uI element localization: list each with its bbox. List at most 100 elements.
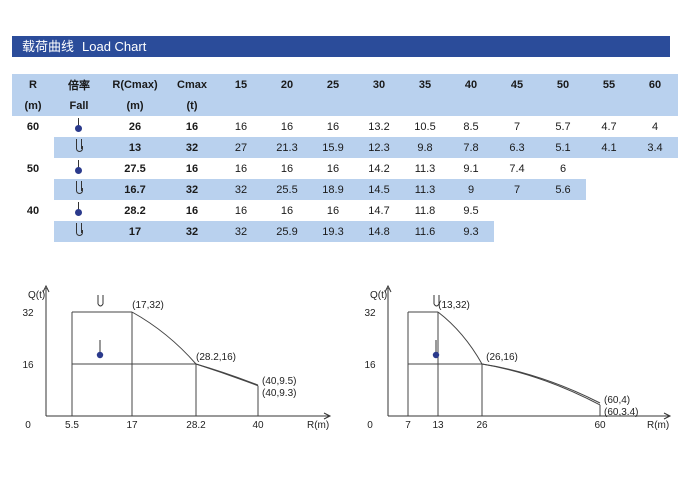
- load-value-cell: [494, 200, 540, 221]
- load-value-cell: 32: [218, 179, 264, 200]
- x-tick-label: 40: [252, 420, 264, 431]
- table-row: 60 26 16 16 16 16 13.2 10.5 8.5 7 5.7 4.7 4: [12, 116, 678, 137]
- rcmax-cell: 28.2: [124, 204, 146, 217]
- title-bar: 载荷曲线 Load Chart: [12, 36, 670, 57]
- load-value-cell: 6: [559, 162, 567, 175]
- load-value-cell: [494, 221, 540, 242]
- load-value-cell: 6.3: [494, 137, 540, 158]
- load-value-cell: [586, 158, 632, 179]
- load-value-cell: 25.5: [264, 179, 310, 200]
- load-value-cell: 13.2: [368, 120, 390, 133]
- fall-cell: [54, 221, 104, 242]
- col-unit: (m): [12, 95, 54, 116]
- load-value-cell: 4: [651, 120, 659, 133]
- col-header: 15: [218, 74, 264, 95]
- col-unit: [402, 95, 448, 116]
- load-table: R 倍率 R(Cmax) Cmax 15 20 25 30 35 40 45 50 55 60 (m) Fa…: [12, 74, 678, 242]
- col-header: 25: [310, 74, 356, 95]
- load-value-cell: 9.8: [402, 137, 448, 158]
- single-fall-icon: [432, 351, 440, 359]
- load-value-cell: 9.5: [463, 204, 479, 217]
- point-annotation: (60,4): [604, 395, 630, 406]
- load-value-cell: 3.4: [632, 137, 678, 158]
- load-value-cell: 10.5: [414, 120, 436, 133]
- col-header: 50: [540, 74, 586, 95]
- col-header: 55: [586, 74, 632, 95]
- col-header: 45: [494, 74, 540, 95]
- x-tick-label: 17: [126, 420, 138, 431]
- rcmax-cell: 17: [104, 221, 166, 242]
- radius-cell: 60: [12, 116, 54, 137]
- point-annotation: (40,9.5): [262, 376, 296, 387]
- x-tick-label: 0: [25, 420, 31, 431]
- load-value-cell: 16: [234, 204, 248, 217]
- load-value-cell: 11.8: [414, 204, 436, 217]
- load-value-cell: 8.5: [463, 120, 479, 133]
- y-axis-label: Q(t): [28, 290, 45, 301]
- title-en: Load Chart: [82, 39, 147, 54]
- col-unit: [264, 95, 310, 116]
- col-header: 20: [264, 74, 310, 95]
- load-value-cell: 16: [326, 120, 340, 133]
- load-value-cell: 16: [234, 120, 248, 133]
- cmax-cell: 32: [166, 221, 218, 242]
- load-value-cell: 14.8: [356, 221, 402, 242]
- col-header: 35: [402, 74, 448, 95]
- load-value-cell: [586, 200, 632, 221]
- load-value-cell: 16: [280, 204, 294, 217]
- load-value-cell: [632, 179, 678, 200]
- load-value-cell: [586, 221, 632, 242]
- rcmax-cell: 13: [104, 137, 166, 158]
- load-value-cell: 5.7: [555, 120, 571, 133]
- x-axis-arrow: [663, 412, 672, 420]
- col-unit: [310, 95, 356, 116]
- col-header: 40: [448, 74, 494, 95]
- double-fall-icon: [74, 139, 84, 153]
- load-value-cell: 5.6: [540, 179, 586, 200]
- col-unit: [494, 95, 540, 116]
- radius-cell: 50: [12, 158, 54, 179]
- load-value-cell: [632, 200, 678, 221]
- x-tick-label: 5.5: [65, 420, 79, 431]
- point-annotation: (17,32): [132, 300, 164, 311]
- load-value-cell: 4.1: [586, 137, 632, 158]
- col-header: R: [12, 74, 54, 95]
- y-tick-label: 32: [364, 308, 376, 319]
- double-fall-icon: [74, 223, 84, 237]
- load-value-cell: 14.5: [356, 179, 402, 200]
- fall-cell: [54, 179, 104, 200]
- col-header: R(Cmax): [104, 74, 166, 95]
- col-unit: [356, 95, 402, 116]
- cmax-cell: 32: [166, 179, 218, 200]
- rcmax-cell: 27.5: [124, 162, 146, 175]
- single-fall-curve: [481, 363, 601, 404]
- y-tick-label: 32: [22, 308, 34, 319]
- col-unit: [448, 95, 494, 116]
- table-row: 16.7 32 32 25.5 18.9 14.5 11.3 9 7 5.6: [12, 179, 678, 200]
- point-annotation: (13,32): [438, 300, 470, 311]
- y-axis-arrow: [42, 284, 50, 293]
- double-fall-icon: [433, 303, 440, 307]
- point-annotation: (40,9.3): [262, 388, 296, 399]
- radius-cell: [12, 221, 54, 242]
- load-value-cell: 11.3: [402, 179, 448, 200]
- load-value-cell: 21.3: [264, 137, 310, 158]
- x-tick-label: 0: [367, 420, 373, 431]
- load-value-cell: [540, 221, 586, 242]
- double-fall-curve: [131, 311, 259, 387]
- load-value-cell: 9: [448, 179, 494, 200]
- x-tick-label: 60: [594, 420, 606, 431]
- radius-cell: 40: [12, 200, 54, 221]
- y-axis-label: Q(t): [370, 290, 387, 301]
- col-unit: Fall: [54, 95, 104, 116]
- header-row-1: R 倍率 R(Cmax) Cmax 15 20 25 30 35 40 45 50 55 60: [12, 74, 678, 95]
- point-annotation: (28.2,16): [196, 352, 236, 363]
- load-value-cell: 16: [326, 204, 340, 217]
- load-value-cell: 11.3: [414, 162, 436, 175]
- fall-cell: [54, 116, 104, 137]
- single-fall-icon: [74, 118, 84, 132]
- load-value-cell: 7.4: [509, 162, 525, 175]
- x-axis-arrow: [323, 412, 332, 420]
- table-row: 17 32 32 25.9 19.3 14.8 11.6 9.3: [12, 221, 678, 242]
- double-fall-icon: [74, 181, 84, 195]
